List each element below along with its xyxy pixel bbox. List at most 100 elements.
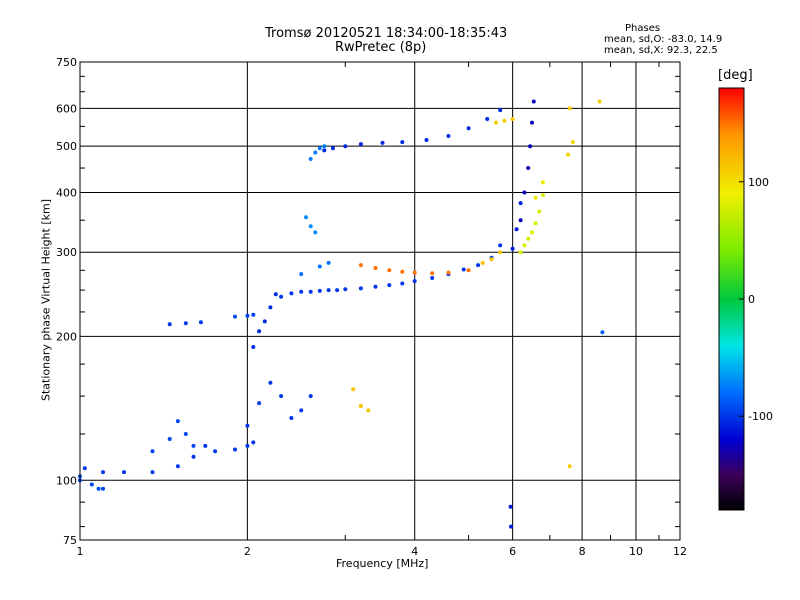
echo-point xyxy=(358,286,363,291)
echo-point xyxy=(150,449,155,454)
echo-points xyxy=(78,99,605,529)
echo-point xyxy=(330,146,335,151)
echo-point xyxy=(485,117,490,121)
x-axis-label: Frequency [MHz] xyxy=(336,557,429,570)
echo-point xyxy=(82,466,87,471)
y-tick-label: 100 xyxy=(56,474,77,487)
echo-point xyxy=(567,106,572,111)
echo-point xyxy=(308,157,313,161)
echo-point xyxy=(150,470,155,475)
echo-point xyxy=(387,283,392,288)
echo-point xyxy=(533,195,538,200)
echo-point xyxy=(531,99,536,104)
y-axis-label: Stationary phase Virtual Height [km] xyxy=(39,198,53,402)
echo-point xyxy=(373,266,378,270)
y-tick-label: 300 xyxy=(56,246,77,259)
echo-point xyxy=(489,257,494,262)
plot-frame xyxy=(79,61,681,541)
echo-point xyxy=(167,322,172,327)
echo-point xyxy=(540,180,545,185)
echo-point xyxy=(279,294,284,299)
echo-point xyxy=(167,437,172,441)
echo-point xyxy=(528,144,533,149)
echo-point xyxy=(533,221,538,226)
echo-point xyxy=(518,218,523,223)
echo-point xyxy=(122,470,126,475)
y-tick-label: 750 xyxy=(56,56,77,69)
echo-point xyxy=(322,144,327,149)
echo-point xyxy=(380,140,385,145)
echo-point xyxy=(308,289,313,294)
echo-point xyxy=(373,284,378,289)
echo-point xyxy=(89,482,94,487)
echo-point xyxy=(400,281,405,286)
echo-point xyxy=(480,260,485,265)
y-tick-label: 200 xyxy=(56,330,77,343)
chart-title: Tromsø 20120521 18:34:00-18:35:43 xyxy=(265,26,508,41)
echo-point xyxy=(518,250,523,255)
echo-point xyxy=(317,288,322,293)
echo-point xyxy=(366,408,371,413)
echo-point xyxy=(358,404,363,408)
echo-point xyxy=(343,144,348,149)
x-tick-label: 1 xyxy=(77,545,84,558)
echo-point xyxy=(313,230,318,235)
echo-point xyxy=(101,486,105,491)
echo-point xyxy=(308,394,313,399)
phases-o-stats: mean, sd,O: -83.0, 14.9 xyxy=(604,34,723,45)
echo-point xyxy=(198,320,203,325)
echo-point xyxy=(400,269,405,274)
echo-point xyxy=(566,152,571,157)
colorbar-label: [deg] xyxy=(718,68,753,83)
echo-point xyxy=(412,270,417,275)
echo-point xyxy=(540,193,545,198)
echo-point xyxy=(322,148,327,153)
echo-point xyxy=(424,138,429,142)
echo-point xyxy=(183,321,188,326)
echo-point xyxy=(203,443,208,448)
echo-point xyxy=(262,319,267,324)
y-tick-label: 400 xyxy=(56,186,77,199)
echo-point xyxy=(476,263,481,268)
echo-point xyxy=(358,263,363,268)
echo-point xyxy=(317,264,322,269)
echo-point xyxy=(508,504,513,509)
echo-point xyxy=(461,267,466,272)
echo-point xyxy=(245,443,250,448)
echo-point xyxy=(279,394,284,399)
echo-point xyxy=(510,246,515,251)
echo-point xyxy=(498,243,503,248)
echo-point xyxy=(400,140,405,145)
echo-point xyxy=(335,288,340,293)
echo-point xyxy=(326,260,331,265)
echo-point xyxy=(233,314,237,319)
echo-point xyxy=(233,447,237,452)
y-tick-label: 500 xyxy=(56,140,77,153)
echo-point xyxy=(358,142,363,147)
echo-point xyxy=(446,270,451,275)
phases-x-stats: mean, sd,X: 92.3, 22.5 xyxy=(604,45,718,56)
x-tick-label: 12 xyxy=(673,545,687,558)
echo-point xyxy=(268,380,273,385)
echo-point xyxy=(466,268,471,273)
echo-point xyxy=(510,117,515,121)
colorbar-tick-label: -100 xyxy=(748,410,773,423)
echo-point xyxy=(299,408,304,413)
echo-point xyxy=(537,209,542,214)
echo-point xyxy=(268,305,273,310)
echo-point xyxy=(175,464,180,469)
echo-point xyxy=(313,150,318,155)
echo-point xyxy=(498,250,503,255)
echo-point xyxy=(251,345,256,349)
echo-point xyxy=(351,387,356,392)
echo-point xyxy=(96,486,101,491)
echo-point xyxy=(387,268,392,273)
echo-point xyxy=(498,108,503,113)
chart-subtitle: RwPretec (8p) xyxy=(335,40,427,55)
echo-point xyxy=(600,330,605,335)
y-tick-label: 600 xyxy=(56,102,77,115)
echo-point xyxy=(251,312,256,317)
echo-point xyxy=(273,292,278,297)
echo-point xyxy=(466,126,471,131)
